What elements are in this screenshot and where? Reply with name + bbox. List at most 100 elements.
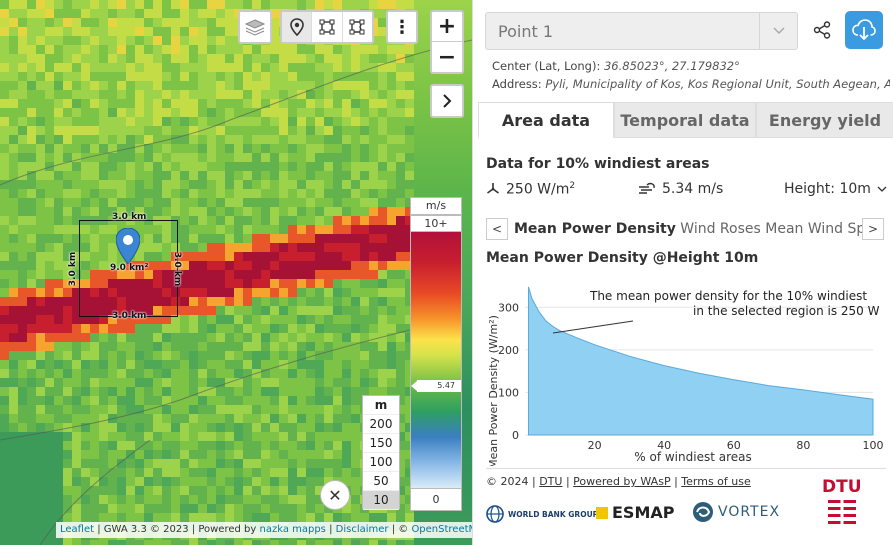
esmap-text: ESMAP bbox=[612, 503, 675, 522]
chart-title: Mean Power Density @Height 10m bbox=[486, 250, 759, 266]
selection-area-label: 9.0 km² bbox=[110, 263, 149, 273]
polygon-select-icon bbox=[349, 19, 365, 35]
section-title: Data for 10% windiest areas bbox=[486, 156, 710, 172]
zoom-control: + − bbox=[430, 10, 464, 74]
side-panel: Point 1 Center (Lat, Long): 36.85023°, 2… bbox=[472, 0, 893, 545]
chart-y-ticks: 0 100 200 300 bbox=[498, 301, 519, 442]
height-option-selected[interactable]: 10 bbox=[363, 491, 399, 510]
power-density-area bbox=[527, 286, 874, 436]
zoom-in-button[interactable]: + bbox=[432, 12, 462, 42]
rectangle-select-icon bbox=[319, 19, 335, 35]
point-tool-button[interactable] bbox=[282, 12, 313, 42]
height-selector: m 200 150 100 50 10 bbox=[362, 395, 400, 510]
point-select[interactable]: Point 1 bbox=[485, 12, 798, 50]
footer-sep: | bbox=[565, 475, 574, 488]
footer-sep: | bbox=[674, 475, 682, 488]
height-option[interactable]: 100 bbox=[363, 453, 399, 472]
vortex-logo[interactable]: VORTEX bbox=[692, 501, 780, 523]
nazka-link[interactable]: nazka mapps bbox=[259, 524, 326, 535]
cloud-download-icon bbox=[852, 19, 876, 41]
globe-icon bbox=[486, 505, 504, 523]
power-density-sup: 2 bbox=[569, 181, 576, 191]
tab-temporal-data[interactable]: Temporal data bbox=[614, 102, 756, 138]
chevron-down-icon bbox=[877, 186, 887, 192]
legend-color-bar: 5.47 bbox=[410, 232, 462, 488]
wind-map[interactable]: 3.0 km 3.0 km 3.0 km 3.0 km 9.0 km² bbox=[0, 0, 472, 545]
height-option[interactable]: 50 bbox=[363, 472, 399, 491]
y-tick-label: 300 bbox=[498, 301, 519, 314]
height-option[interactable]: 200 bbox=[363, 415, 399, 434]
more-options-button[interactable]: ⋮ bbox=[386, 10, 418, 44]
share-button[interactable] bbox=[810, 17, 834, 43]
center-value: 36.85023°, 27.179832° bbox=[603, 59, 740, 73]
wind-turbine-icon bbox=[487, 183, 499, 194]
wind-speed-stat: 5.34 m/s bbox=[638, 181, 723, 197]
download-button[interactable] bbox=[845, 11, 883, 49]
chart-x-label: % of windiest areas bbox=[634, 450, 751, 464]
location-pin-icon[interactable] bbox=[116, 228, 140, 264]
annotation-leader-line bbox=[552, 320, 634, 334]
selection-bottom-dimension: 3.0 km bbox=[112, 311, 147, 321]
chevron-right-icon: > bbox=[867, 222, 879, 236]
tab-energy-yield[interactable]: Energy yield bbox=[756, 102, 893, 138]
x-tick-label: 20 bbox=[588, 439, 602, 452]
legend-current-value: 5.47 bbox=[411, 380, 461, 392]
zoom-out-button[interactable]: − bbox=[437, 44, 457, 70]
chevron-down-icon bbox=[759, 13, 797, 49]
point-select-value: Point 1 bbox=[498, 21, 553, 41]
wind-speed-raster bbox=[0, 0, 472, 545]
osm-link[interactable]: OpenStreetMap bbox=[411, 524, 472, 535]
height-dropdown-label: Height: 10m bbox=[784, 181, 871, 197]
selection-left-dimension: 3.0 km bbox=[68, 251, 79, 287]
expand-panel-button[interactable] bbox=[430, 84, 464, 118]
layers-button[interactable] bbox=[238, 10, 272, 44]
height-unit: m bbox=[363, 396, 399, 415]
y-tick-label: 0 bbox=[512, 429, 519, 442]
polygon-tool-button[interactable] bbox=[343, 12, 372, 42]
height-option[interactable]: 150 bbox=[363, 434, 399, 453]
vertical-dots-icon: ⋮ bbox=[393, 16, 411, 38]
terms-link[interactable]: Terms of use bbox=[681, 475, 751, 488]
chart-option-active[interactable]: Mean Power Density bbox=[514, 221, 676, 237]
dtu-link[interactable]: DTU bbox=[539, 475, 563, 488]
chart-carousel: < Mean Power Density Wind Roses Mean Win… bbox=[486, 217, 884, 241]
dtu-mark-icon bbox=[827, 498, 856, 526]
tab-area-data[interactable]: Area data bbox=[478, 102, 614, 138]
wind-speed-value: 5.34 m/s bbox=[662, 181, 724, 197]
disclaimer-link[interactable]: Disclaimer bbox=[335, 524, 389, 535]
height-dropdown[interactable]: Height: 10m bbox=[784, 181, 887, 197]
esmap-logo[interactable]: ESMAP bbox=[596, 503, 674, 522]
clear-selection-button[interactable]: ✕ bbox=[320, 480, 350, 510]
leaflet-link[interactable]: Leaflet bbox=[60, 524, 95, 535]
power-density-stat: 250 W/m2 bbox=[486, 181, 575, 198]
chart-annotation-line1: The mean power density for the 10% windi… bbox=[589, 289, 867, 303]
worldbank-logo[interactable]: WORLD BANK GROUP bbox=[486, 505, 598, 523]
chart-carousel-items: Mean Power Density Wind Roses Mean Wind … bbox=[508, 221, 862, 237]
wasp-link[interactable]: Powered by WAsP bbox=[573, 475, 671, 488]
selection-box[interactable] bbox=[79, 220, 178, 317]
esmap-mark-icon bbox=[596, 506, 608, 519]
windiest-stats: 250 W/m2 5.34 m/s Height: 10m bbox=[486, 181, 887, 201]
attribution-sep: | bbox=[325, 524, 336, 535]
vortex-text: VORTEX bbox=[718, 504, 781, 520]
chevron-left-icon: < bbox=[491, 222, 503, 236]
chart-y-label: Mean Power Density (W/m²) bbox=[487, 315, 500, 466]
x-tick-label: 40 bbox=[657, 439, 671, 452]
footer: © 2024 | DTU | Powered by WAsP | Terms o… bbox=[486, 468, 886, 544]
copyright: © 2024 bbox=[486, 475, 529, 488]
chart-next-button[interactable]: > bbox=[862, 218, 884, 240]
dtu-logo[interactable]: DTU bbox=[822, 477, 862, 526]
legend-min-label: 0 bbox=[410, 488, 462, 511]
x-tick-label: 60 bbox=[727, 439, 741, 452]
legend-unit: m/s bbox=[410, 197, 462, 215]
power-density-chart: 0 100 200 300 20 40 60 80 100 Mean Power Densit… bbox=[487, 286, 884, 466]
selection-right-dimension: 3.0 km bbox=[172, 251, 183, 287]
worldbank-text: WORLD BANK GROUP bbox=[508, 509, 599, 519]
rectangle-tool-button[interactable] bbox=[312, 12, 343, 42]
chart-option[interactable]: Wind Roses bbox=[680, 221, 761, 237]
y-tick-label: 100 bbox=[498, 386, 519, 399]
chart-option[interactable]: Mean Wind Speed bbox=[765, 221, 862, 237]
center-label: Center (Lat, Long): bbox=[492, 59, 601, 73]
map-pin-icon bbox=[289, 18, 304, 36]
chart-prev-button[interactable]: < bbox=[486, 218, 508, 240]
